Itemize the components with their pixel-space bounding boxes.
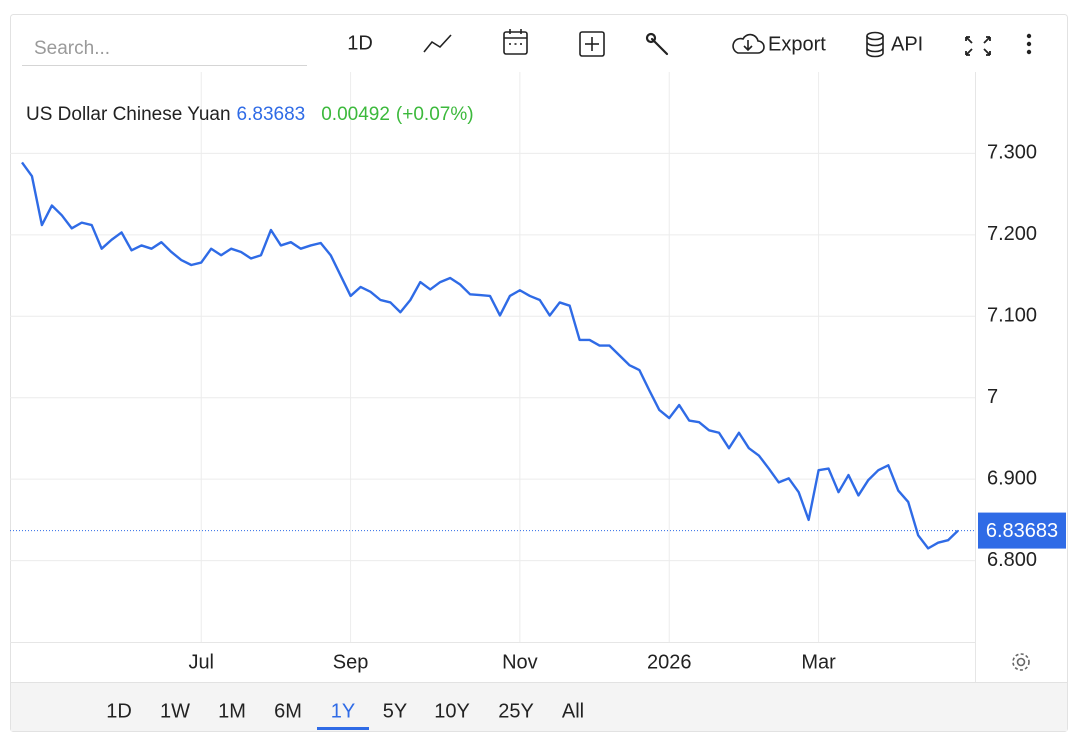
range-button[interactable]: All <box>562 700 584 722</box>
price-change-percent: (+0.07%) <box>395 104 474 125</box>
price-change: 0.00492 <box>321 104 390 125</box>
chart-type-icon[interactable] <box>423 34 452 53</box>
api-button[interactable]: API <box>891 33 923 55</box>
x-tick-label: Jul <box>188 651 214 673</box>
widget-frame <box>10 14 1068 732</box>
chart-title: US Dollar Chinese Yuan <box>26 104 231 125</box>
interval-button[interactable]: 1D <box>347 32 373 54</box>
range-button[interactable]: 1D <box>106 700 132 722</box>
y-tick-label: 7.200 <box>987 223 1037 245</box>
y-tick-label: 7.300 <box>987 142 1037 164</box>
chart-header: US Dollar Chinese Yuan 6.83683 0.00492 (+0.… <box>26 104 480 126</box>
settings-wrench-icon[interactable] <box>645 32 669 56</box>
search-box[interactable]: Search... <box>34 38 110 59</box>
plot-layer: 6.800 6.900 7 7.100 7.200 7.300 Jul Sep Nov 2026 M… <box>10 72 1066 730</box>
y-tick-label: 6.900 <box>987 467 1037 489</box>
active-range-underline <box>317 727 369 730</box>
range-button[interactable]: 6M <box>274 700 302 722</box>
calendar-icon[interactable] <box>503 29 528 55</box>
range-button[interactable]: 1M <box>218 700 246 722</box>
export-icon[interactable] <box>732 33 765 54</box>
more-menu-icon[interactable] <box>1026 33 1032 55</box>
range-bar <box>11 682 1067 731</box>
x-tick-label: Nov <box>502 651 538 673</box>
x-tick-label: Sep <box>333 651 369 673</box>
export-button[interactable]: Export <box>768 33 826 55</box>
range-button[interactable]: 10Y <box>434 700 470 722</box>
x-tick-label: 2026 <box>647 651 692 673</box>
range-button[interactable]: 1Y <box>331 700 355 722</box>
api-icon[interactable] <box>866 31 884 58</box>
add-indicator-icon[interactable] <box>579 31 605 57</box>
chart-settings-icon[interactable] <box>1012 653 1030 671</box>
fullscreen-icon[interactable] <box>965 36 991 56</box>
last-price-box <box>978 512 1066 549</box>
y-tick-label: 6.800 <box>987 549 1037 571</box>
range-button[interactable]: 5Y <box>383 700 407 722</box>
last-price: 6.83683 <box>236 104 306 125</box>
last-price-label: 6.83683 <box>986 520 1058 542</box>
price-line <box>21 161 959 550</box>
range-button[interactable]: 25Y <box>498 700 534 722</box>
x-tick-label: Mar <box>801 651 836 673</box>
y-tick-label: 7.100 <box>987 305 1037 327</box>
range-button[interactable]: 1W <box>160 700 190 722</box>
y-tick-label: 7 <box>987 386 998 408</box>
